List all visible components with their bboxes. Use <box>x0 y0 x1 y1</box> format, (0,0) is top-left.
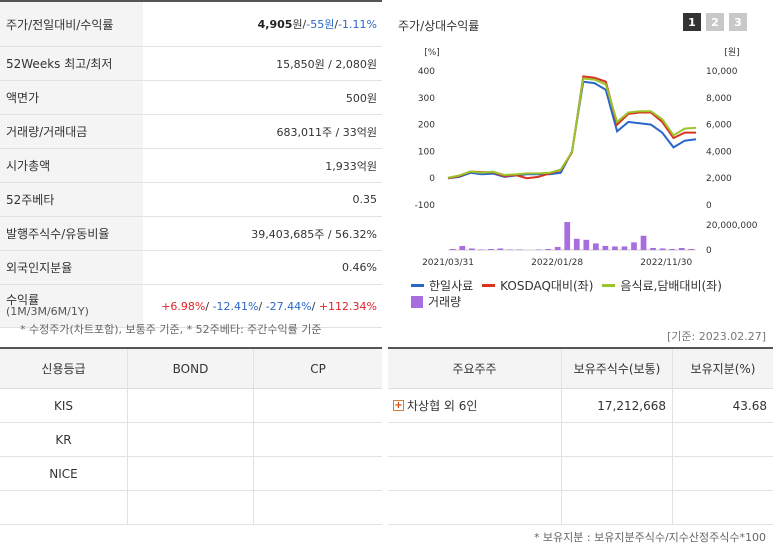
shareholder-row <box>388 423 773 457</box>
info-value: 4,905 원 / -55원 / -1.11% <box>257 17 377 32</box>
right-tick-label: 2,000 <box>706 174 732 184</box>
volume-bar <box>478 249 485 250</box>
chart-tab-1[interactable]: 1 <box>683 13 701 31</box>
right-tick-label: 10,000 <box>706 67 738 77</box>
shareholder-header: 주요주주 보유주식수(보통) 보유지분(%) <box>388 349 773 389</box>
left-axis-unit: [%] <box>424 48 440 58</box>
volume-bar <box>602 245 609 250</box>
left-tick-label: -100 <box>415 201 436 211</box>
shareholder-shares: 17,212,668 <box>562 389 673 422</box>
volume-bar <box>650 247 656 250</box>
info-row: 거래량/거래대금 683,011주 / 33억원 <box>0 115 382 149</box>
volume-bar <box>449 248 456 250</box>
volume-bar <box>612 246 618 250</box>
x-tick-label: 2021/03/31 <box>422 258 474 268</box>
series-line-3 <box>447 77 697 179</box>
legend-item: 음식료,담배대비(좌) <box>602 278 722 294</box>
volume-tick-label: 20,000,000 <box>706 221 758 231</box>
expand-plus-icon[interactable]: + <box>393 399 404 411</box>
left-tick-label: 0 <box>429 174 435 184</box>
right-tick-label: 8,000 <box>706 94 732 104</box>
info-label: 주가/전일대비/수익률 <box>0 2 143 46</box>
shareholder-table: 주요주주 보유주식수(보통) 보유지분(%) + 차상협 외 6인 17,212,… <box>388 347 773 525</box>
chart-tabs: 1 2 3 <box>683 13 747 31</box>
credit-header: 신용등급 BOND CP <box>0 349 382 389</box>
volume-bar <box>659 248 666 250</box>
left-tick-label: 300 <box>418 94 435 104</box>
return-values: +6.98% / -12.41% / -27.44% / +112.34% <box>161 299 377 313</box>
credit-row: KR <box>0 423 382 457</box>
price-change: -55원 <box>306 18 335 31</box>
info-row: 시가총액 1,933억원 <box>0 149 382 183</box>
info-row: 52주베타 0.35 <box>0 183 382 217</box>
series-line-2 <box>447 75 696 180</box>
volume-bar <box>507 249 513 250</box>
return-sub: (1M/3M/6M/1Y) <box>6 305 89 318</box>
chart-title: 주가/상대수익률 <box>398 19 480 33</box>
volume-bar <box>468 248 475 250</box>
volume-bar <box>678 247 685 250</box>
left-tick-label: 400 <box>418 67 435 77</box>
volume-bar <box>459 245 466 250</box>
legend-item: KOSDAQ대비(좌) <box>482 278 593 294</box>
legend-item: 거래량 <box>411 294 461 310</box>
price-rate: -1.11% <box>338 17 377 31</box>
info-row-price: 주가/전일대비/수익률 4,905 원 / -55원 / -1.11% <box>0 2 382 47</box>
volume-bar <box>640 235 647 250</box>
chart-tab-2[interactable]: 2 <box>706 13 724 31</box>
credit-rating-table: 신용등급 BOND CP KIS KR NICE <box>0 347 382 525</box>
info-row: 52Weeks 최고/최저 15,850원 / 2,080원 <box>0 47 382 81</box>
volume-bar <box>564 222 571 250</box>
volume-bar <box>488 248 494 250</box>
right-tick-label: 0 <box>706 201 712 211</box>
price-chart: [%] [원] 400 10,000 300 8,000 200 6,000 100 4,000 0… <box>415 47 758 268</box>
credit-row: KIS <box>0 389 382 423</box>
info-row: 발행주식수/유동비율 39,403,685주 / 56.32% <box>0 217 382 251</box>
volume-bar <box>497 248 504 250</box>
volume-bar <box>535 249 542 250</box>
left-tick-label: 200 <box>418 121 435 131</box>
volume-bar <box>554 246 561 250</box>
credit-row: NICE <box>0 457 382 491</box>
volume-bar <box>583 239 590 250</box>
shareholder-row <box>388 457 773 491</box>
info-row-returns: 수익률 (1M/3M/6M/1Y) +6.98% / -12.41% / -27.4… <box>0 285 382 328</box>
shareholder-pct: 43.68 <box>732 398 767 413</box>
info-footnote: * 수정주가(차트포함), 보통주 기준, * 52주베타: 주간수익률 기준 <box>20 323 322 336</box>
volume-bar <box>592 243 599 250</box>
x-tick-label: 2022/01/28 <box>531 258 583 268</box>
right-tick-label: 6,000 <box>706 121 732 131</box>
volume-bar <box>545 248 552 250</box>
volume-bar <box>688 248 695 250</box>
series-line-1 <box>447 80 697 180</box>
x-tick-label: 2022/11/30 <box>640 258 692 268</box>
stock-info-table: 주가/전일대비/수익률 4,905 원 / -55원 / -1.11% 52Wee… <box>0 0 382 328</box>
volume-bar <box>621 246 628 250</box>
volume-tick-label: 0 <box>706 246 712 256</box>
chart-legend: 한일사료 KOSDAQ대비(좌) 음식료,담배대비(좌) 거래량 <box>411 275 731 312</box>
basis-date: [기준: 2023.02.27] <box>666 330 766 343</box>
volume-bar <box>573 238 580 250</box>
shareholder-row <box>388 491 773 525</box>
left-tick-label: 100 <box>418 147 435 157</box>
return-label: 수익률 <box>6 293 40 307</box>
shareholder-footnote: * 보유지분 : 보유지분주식수/지수산정주식수*100 <box>533 531 766 544</box>
shareholder-name: 차상협 외 6인 <box>407 399 478 413</box>
credit-row <box>0 491 382 525</box>
right-tick-label: 4,000 <box>706 147 732 157</box>
info-row: 외국인지분율 0.46% <box>0 251 382 285</box>
legend-item: 한일사료 <box>411 278 473 294</box>
volume-bar <box>669 248 676 250</box>
current-price: 4,905 <box>257 17 293 31</box>
right-axis-unit: [원] <box>724 47 739 58</box>
volume-bar <box>516 249 523 250</box>
shareholder-row: + 차상협 외 6인 17,212,668 43.68 <box>388 389 773 423</box>
volume-bar <box>631 242 637 250</box>
info-row: 액면가 500원 <box>0 81 382 115</box>
chart-tab-3[interactable]: 3 <box>729 13 747 31</box>
